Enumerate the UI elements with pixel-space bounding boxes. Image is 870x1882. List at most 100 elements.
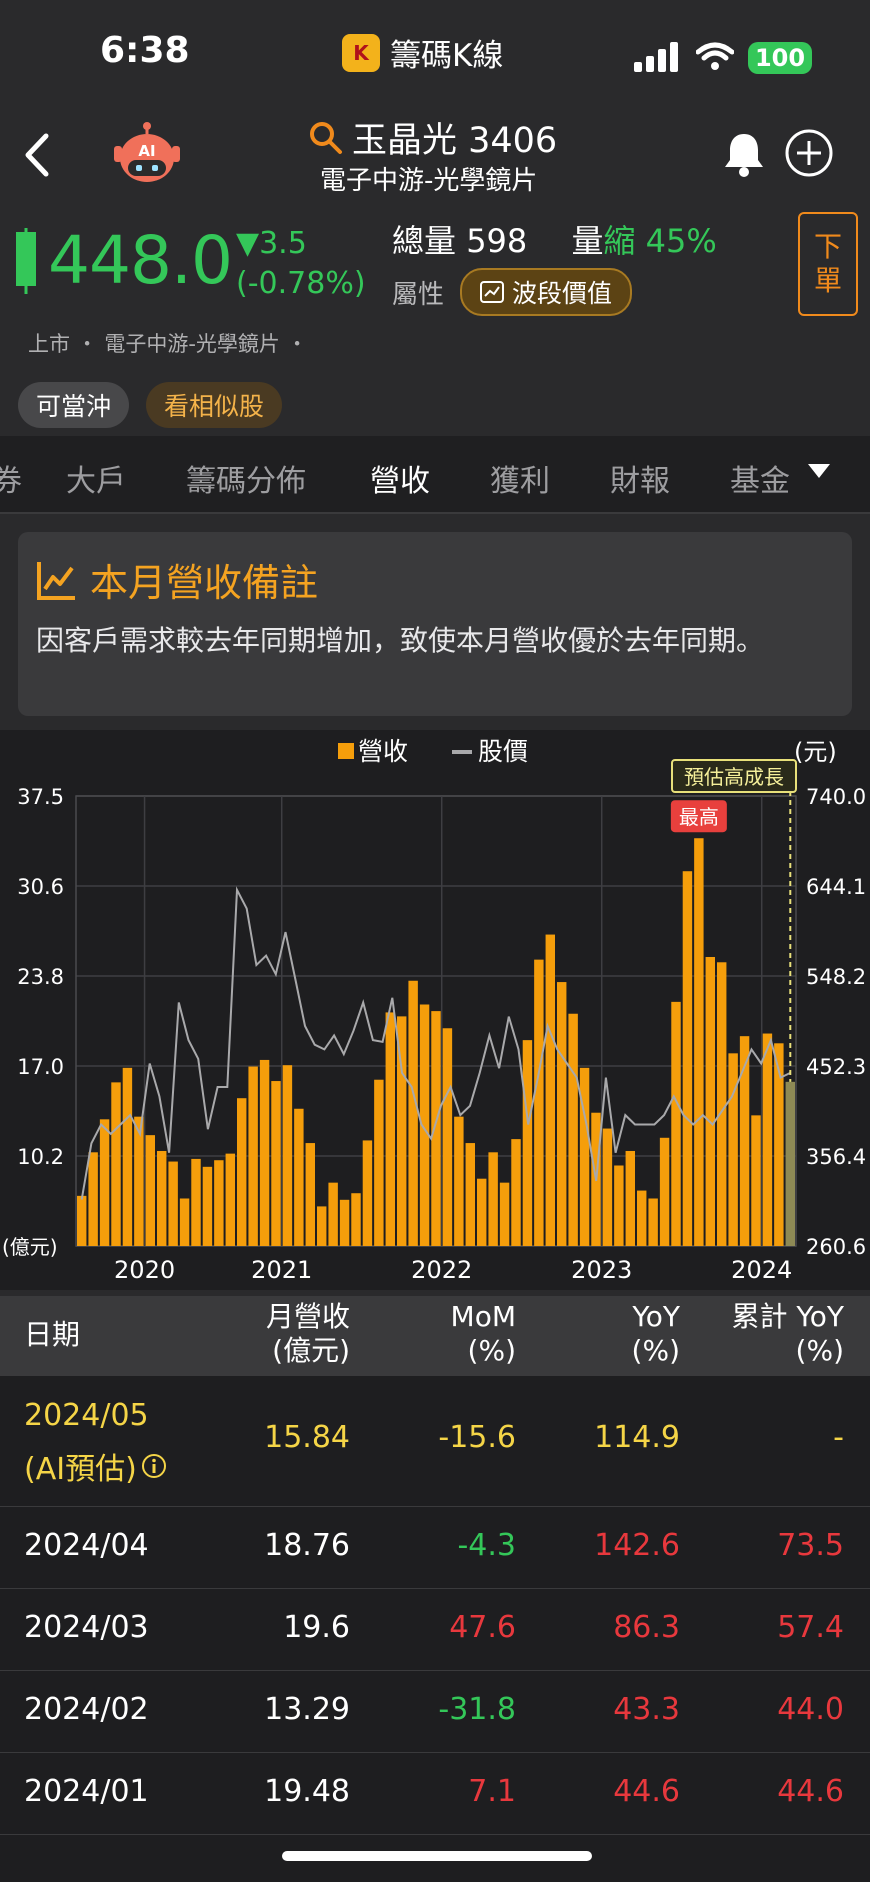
table-row[interactable]: 2024/04 18.76 -4.3 142.6 73.5 bbox=[0, 1506, 870, 1589]
header-revenue: 月營收 (億元) bbox=[266, 1300, 350, 1368]
tab-financials[interactable]: 財報 bbox=[610, 464, 670, 499]
order-button-label-1: 下 bbox=[813, 230, 842, 263]
volume-label: 總量 bbox=[392, 222, 457, 260]
add-icon[interactable] bbox=[784, 128, 834, 178]
forecast-mom: -15.6 bbox=[438, 1420, 516, 1455]
row-revenue: 18.76 bbox=[264, 1528, 350, 1563]
legend-revenue-label: 營收 bbox=[358, 737, 408, 766]
row-yoy: 43.3 bbox=[613, 1692, 680, 1727]
order-button-label-2: 單 bbox=[813, 264, 842, 297]
revenue-bar bbox=[157, 1150, 167, 1246]
price-change: ▼3.5 bbox=[236, 226, 307, 261]
revenue-bar bbox=[534, 959, 544, 1246]
row-cum-yoy: 57.4 bbox=[777, 1610, 844, 1645]
table-row[interactable]: 2024/03 19.6 47.6 86.3 57.4 bbox=[0, 1588, 870, 1671]
tab-chip-distribution[interactable]: 籌碼分佈 bbox=[186, 464, 306, 499]
header-mom-2: (%) bbox=[467, 1334, 516, 1367]
revenue-bar bbox=[77, 1195, 87, 1246]
forecast-date: 2024/05 bbox=[24, 1398, 149, 1433]
order-button[interactable]: 下 單 bbox=[798, 212, 858, 316]
revenue-price-chart: 2020 2021 2022 2023 2024 37.5 30.6 23.8 17.0 10.2… bbox=[2, 737, 866, 1284]
stock-title[interactable]: 玉晶光 3406 bbox=[308, 112, 557, 163]
stock-price: 448.0 bbox=[48, 222, 233, 299]
revenue-bar bbox=[488, 1152, 498, 1246]
row-date: 2024/03 bbox=[24, 1610, 149, 1645]
y-right-tick-label: 356.4 bbox=[806, 1145, 866, 1169]
tab-major-holders[interactable]: 大戶 bbox=[66, 464, 126, 499]
similar-stocks-chip[interactable]: 看相似股 bbox=[146, 382, 283, 428]
volume-ratio-status: 縮 bbox=[603, 222, 636, 260]
tab-coupon[interactable]: 券 bbox=[0, 464, 22, 499]
header-cum-yoy: 累計 YoY (%) bbox=[731, 1300, 844, 1368]
revenue-bar bbox=[328, 1182, 338, 1246]
revenue-bar bbox=[339, 1199, 350, 1246]
revenue-bar bbox=[774, 1043, 784, 1246]
note-title-label: 本月營收備註 bbox=[90, 561, 319, 605]
revenue-bar bbox=[145, 1135, 155, 1246]
revenue-bar bbox=[614, 1165, 624, 1246]
home-indicator[interactable] bbox=[282, 1851, 592, 1861]
revenue-bar bbox=[717, 962, 727, 1246]
revenue-bar bbox=[454, 1116, 464, 1246]
revenue-bar bbox=[408, 980, 418, 1246]
revenue-bar bbox=[179, 1198, 190, 1246]
header-yoy-1: YoY bbox=[632, 1300, 680, 1333]
price-line bbox=[80, 886, 791, 1200]
note-title: 本月營收備註 bbox=[36, 552, 318, 607]
tab-fund[interactable]: 基金 bbox=[730, 464, 790, 499]
revenue-bar bbox=[465, 1143, 475, 1246]
wave-value-label: 波段價值 bbox=[512, 279, 613, 308]
row-revenue: 13.29 bbox=[264, 1692, 350, 1727]
revenue-note-card bbox=[18, 532, 852, 716]
status-app-name: K 籌碼K線 bbox=[342, 30, 503, 75]
tab-profit[interactable]: 獲利 bbox=[490, 464, 550, 499]
header-mom-1: MoM bbox=[450, 1300, 516, 1333]
forecast-revenue: 15.84 bbox=[264, 1420, 350, 1455]
legend-price-label: 股價 bbox=[478, 737, 528, 766]
revenue-bar bbox=[705, 956, 715, 1246]
search-icon bbox=[310, 121, 342, 154]
revenue-bar bbox=[557, 982, 567, 1246]
tab-more-chevron-icon[interactable] bbox=[808, 464, 830, 478]
revenue-bar bbox=[477, 1178, 487, 1246]
revenue-bar bbox=[134, 1116, 144, 1246]
back-icon[interactable] bbox=[18, 130, 58, 180]
header-revenue-2: (億元) bbox=[272, 1334, 350, 1367]
revenue-bar bbox=[499, 1182, 510, 1246]
tab-revenue[interactable]: 營收 bbox=[370, 464, 430, 499]
row-cum-yoy: 44.6 bbox=[777, 1774, 844, 1809]
high-marker-badge bbox=[670, 800, 727, 833]
header-cum-1: 累計 YoY bbox=[731, 1300, 844, 1333]
header-mom: MoM (%) bbox=[451, 1300, 516, 1368]
bell-icon[interactable] bbox=[722, 130, 766, 178]
revenue-bar bbox=[362, 1140, 373, 1246]
revenue-bar bbox=[351, 1193, 361, 1246]
revenue-bar bbox=[739, 1036, 750, 1246]
high-marker-label: 最高 bbox=[679, 805, 719, 829]
y-left-tick-label: 37.5 bbox=[17, 785, 64, 809]
day-trade-chip[interactable]: 可當沖 bbox=[18, 382, 130, 428]
revenue-bar bbox=[545, 934, 555, 1246]
revenue-bar bbox=[191, 1158, 201, 1246]
revenue-bar bbox=[317, 1206, 327, 1246]
row-mom: -4.3 bbox=[457, 1528, 516, 1563]
ai-robot-icon[interactable]: AI bbox=[108, 122, 186, 186]
header-yoy-2: (%) bbox=[631, 1334, 680, 1367]
info-icon[interactable] bbox=[141, 1453, 167, 1479]
table-row[interactable]: 2024/02 13.29 -31.8 43.3 44.0 bbox=[0, 1670, 870, 1753]
trend-chart-icon bbox=[480, 281, 504, 303]
forecast-note[interactable]: (AI預估) bbox=[24, 1444, 167, 1488]
y-right-tick-label: 740.0 bbox=[806, 785, 866, 809]
row-yoy: 86.3 bbox=[613, 1610, 680, 1645]
revenue-bar bbox=[282, 1065, 293, 1246]
app-name-label: 籌碼K線 bbox=[390, 38, 504, 74]
legend-revenue-swatch bbox=[338, 743, 354, 759]
tab-bar: 券 大戶 籌碼分佈 營收 獲利 財報 基金 bbox=[0, 436, 870, 514]
status-time: 6:38 bbox=[100, 30, 190, 71]
y-right-tick-label: 548.2 bbox=[806, 965, 866, 989]
volume-info: 總量 598 量縮 45% bbox=[392, 216, 717, 262]
row-mom: 47.6 bbox=[449, 1610, 516, 1645]
table-row-forecast[interactable]: 2024/05 (AI預估) 15.84 -15.6 114.9 - bbox=[0, 1376, 870, 1507]
wave-value-button[interactable]: 波段價值 bbox=[460, 268, 633, 316]
table-row[interactable]: 2024/01 19.48 7.1 44.6 44.6 bbox=[0, 1752, 870, 1835]
